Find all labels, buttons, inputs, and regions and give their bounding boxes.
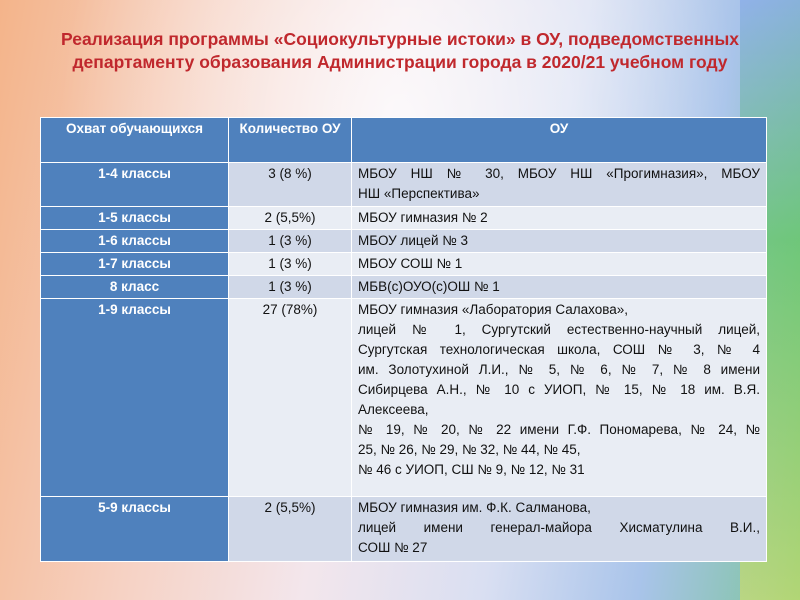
count-cell: 1 (3 %) bbox=[228, 252, 352, 276]
school-line: МБВ(с)ОУО(с)ОШ № 1 bbox=[358, 279, 500, 294]
school-line: МБОУ гимназия «Лаборатория Салахова», bbox=[358, 302, 629, 317]
header-coverage: Охват обучающихся bbox=[40, 117, 229, 163]
school-line: № 19, № 20, № 22 имени Г.Ф. Пономарева, … bbox=[358, 422, 760, 437]
coverage-cell: 1-5 классы bbox=[40, 206, 229, 230]
header-count: Количество ОУ bbox=[228, 117, 352, 163]
schools-cell: МБОУ СОШ № 1 bbox=[351, 252, 767, 276]
schools-cell: МБВ(с)ОУО(с)ОШ № 1 bbox=[351, 275, 767, 299]
count-cell: 27 (78%) bbox=[228, 298, 352, 497]
table-row: 5-9 классы 2 (5,5%) МБОУ гимназия им. Ф.К.… bbox=[40, 496, 767, 562]
school-line: 25, № 26, № 29, № 32, № 44, № 45, bbox=[358, 442, 581, 457]
school-line: лицей имени генерал-майора Хисматулина В… bbox=[358, 520, 760, 535]
school-line: МБОУ гимназия им. Ф.К. Салманова, bbox=[358, 500, 591, 515]
schools-cell: МБОУ гимназия № 2 bbox=[351, 206, 767, 230]
count-cell: 2 (5,5%) bbox=[228, 206, 352, 230]
school-line: № 46 с УИОП, СШ № 9, № 12, № 31 bbox=[358, 462, 585, 477]
coverage-cell: 1-4 классы bbox=[40, 162, 229, 207]
schools-cell: МБОУ лицей № 3 bbox=[351, 229, 767, 253]
count-cell: 2 (5,5%) bbox=[228, 496, 352, 562]
school-line: СОШ № 27 bbox=[358, 540, 428, 555]
school-line: Сибирцева А.Н., № 10 с УИОП, № 15, № 18 … bbox=[358, 382, 760, 397]
coverage-cell: 8 класс bbox=[40, 275, 229, 299]
count-cell: 3 (8 %) bbox=[228, 162, 352, 207]
header-schools: ОУ bbox=[351, 117, 767, 163]
school-line: им. Золотухиной Л.И., № 5, № 6, № 7, № 8… bbox=[358, 362, 760, 377]
coverage-cell: 1-9 классы bbox=[40, 298, 229, 497]
schools-cell: МБОУ гимназия «Лаборатория Салахова», лиц… bbox=[351, 298, 767, 497]
schools-cell: МБОУ НШ № 30, МБОУ НШ «Прогимназия», МБО… bbox=[351, 162, 767, 207]
schools-cell: МБОУ гимназия им. Ф.К. Салманова, лицей и… bbox=[351, 496, 767, 562]
coverage-cell: 1-6 классы bbox=[40, 229, 229, 253]
school-line: МБОУ НШ № 30, МБОУ НШ «Прогимназия», МБО… bbox=[358, 166, 760, 181]
school-line: Сургутская технологическая школа, СОШ № … bbox=[358, 342, 760, 357]
schools-table: Охват обучающихся Количество ОУ ОУ 1-4 к… bbox=[40, 117, 767, 562]
coverage-cell: 1-7 классы bbox=[40, 252, 229, 276]
table-header: Охват обучающихся Количество ОУ ОУ bbox=[40, 117, 767, 163]
count-cell: 1 (3 %) bbox=[228, 229, 352, 253]
coverage-cell: 5-9 классы bbox=[40, 496, 229, 562]
table-row: 1-6 классы 1 (3 %) МБОУ лицей № 3 bbox=[40, 229, 767, 253]
count-cell: 1 (3 %) bbox=[228, 275, 352, 299]
school-line: МБОУ гимназия № 2 bbox=[358, 210, 488, 225]
table-row: 8 класс 1 (3 %) МБВ(с)ОУО(с)ОШ № 1 bbox=[40, 275, 767, 299]
school-line: МБОУ лицей № 3 bbox=[358, 233, 469, 248]
school-line: Алексеева, bbox=[358, 402, 429, 417]
title-line: Реализация программы «Социокультурные ис… bbox=[60, 29, 740, 49]
slide-title: Реализация программы «Социокультурные ис… bbox=[20, 28, 780, 74]
table-row: 1-4 классы 3 (8 %) МБОУ НШ № 30, МБОУ НШ «… bbox=[40, 162, 767, 207]
table-row: 1-5 классы 2 (5,5%) МБОУ гимназия № 2 bbox=[40, 206, 767, 230]
school-line: лицей № 1, Сургутский естественно-научны… bbox=[358, 322, 760, 337]
table-row: 1-9 классы 27 (78%) МБОУ гимназия «Лаборат… bbox=[40, 298, 767, 497]
school-line: МБОУ СОШ № 1 bbox=[358, 256, 463, 271]
table-row: 1-7 классы 1 (3 %) МБОУ СОШ № 1 bbox=[40, 252, 767, 276]
school-line: НШ «Перспектива» bbox=[358, 186, 480, 201]
title-line: департаменту образования Администрации г… bbox=[72, 52, 728, 72]
